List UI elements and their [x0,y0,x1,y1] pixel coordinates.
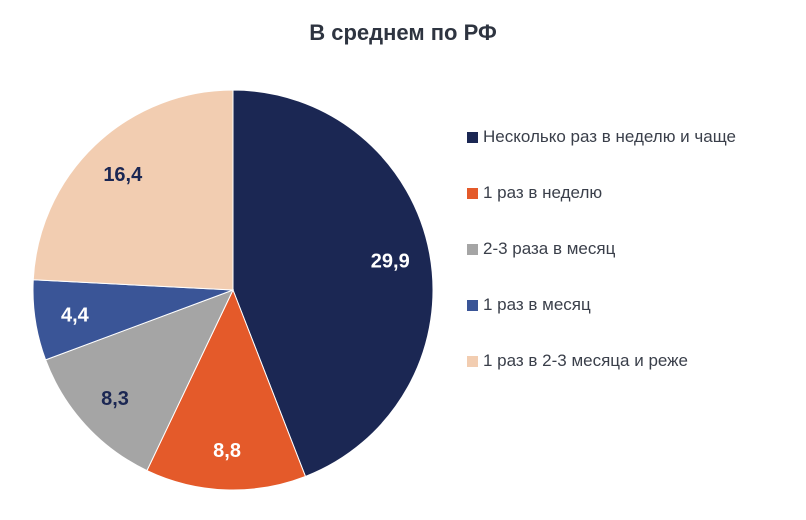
pie-slice [146,288,307,491]
pie-slice [44,289,234,472]
legend-label: 1 раз в 2-3 месяца и реже [483,351,688,370]
data-label: 8,8 [213,440,241,462]
pie-slice [32,89,234,291]
legend-swatch [467,131,478,143]
legend-label: Несколько раз в неделю и чаще [483,127,736,146]
legend-swatch [467,187,478,199]
data-label: 4,4 [61,304,90,326]
legend-item: 1 раз в неделю [467,152,736,234]
data-label: 29,9 [371,251,410,273]
legend-label: 1 раз в месяц [483,295,591,314]
legend-label: 1 раз в неделю [483,183,603,202]
pie-slice [232,89,434,478]
legend-item: 1 раз в месяц [467,264,736,346]
data-label: 8,3 [101,388,129,410]
legend-item: 1 раз в 2-3 месяца и реже [467,320,736,402]
legend-item: Несколько раз в неделю и чаще [467,96,736,178]
legend-label: 2-3 раза в месяц [483,239,616,258]
legend: Несколько раз в неделю и чаще 1 раз в нед… [467,96,736,402]
chart-title: В среднем по РФ [309,20,497,45]
legend-swatch [467,299,478,311]
legend-item: 2-3 раза в месяц [467,208,736,290]
legend-swatch [467,243,478,255]
data-label: 16,4 [103,164,143,186]
legend-swatch [467,355,478,367]
